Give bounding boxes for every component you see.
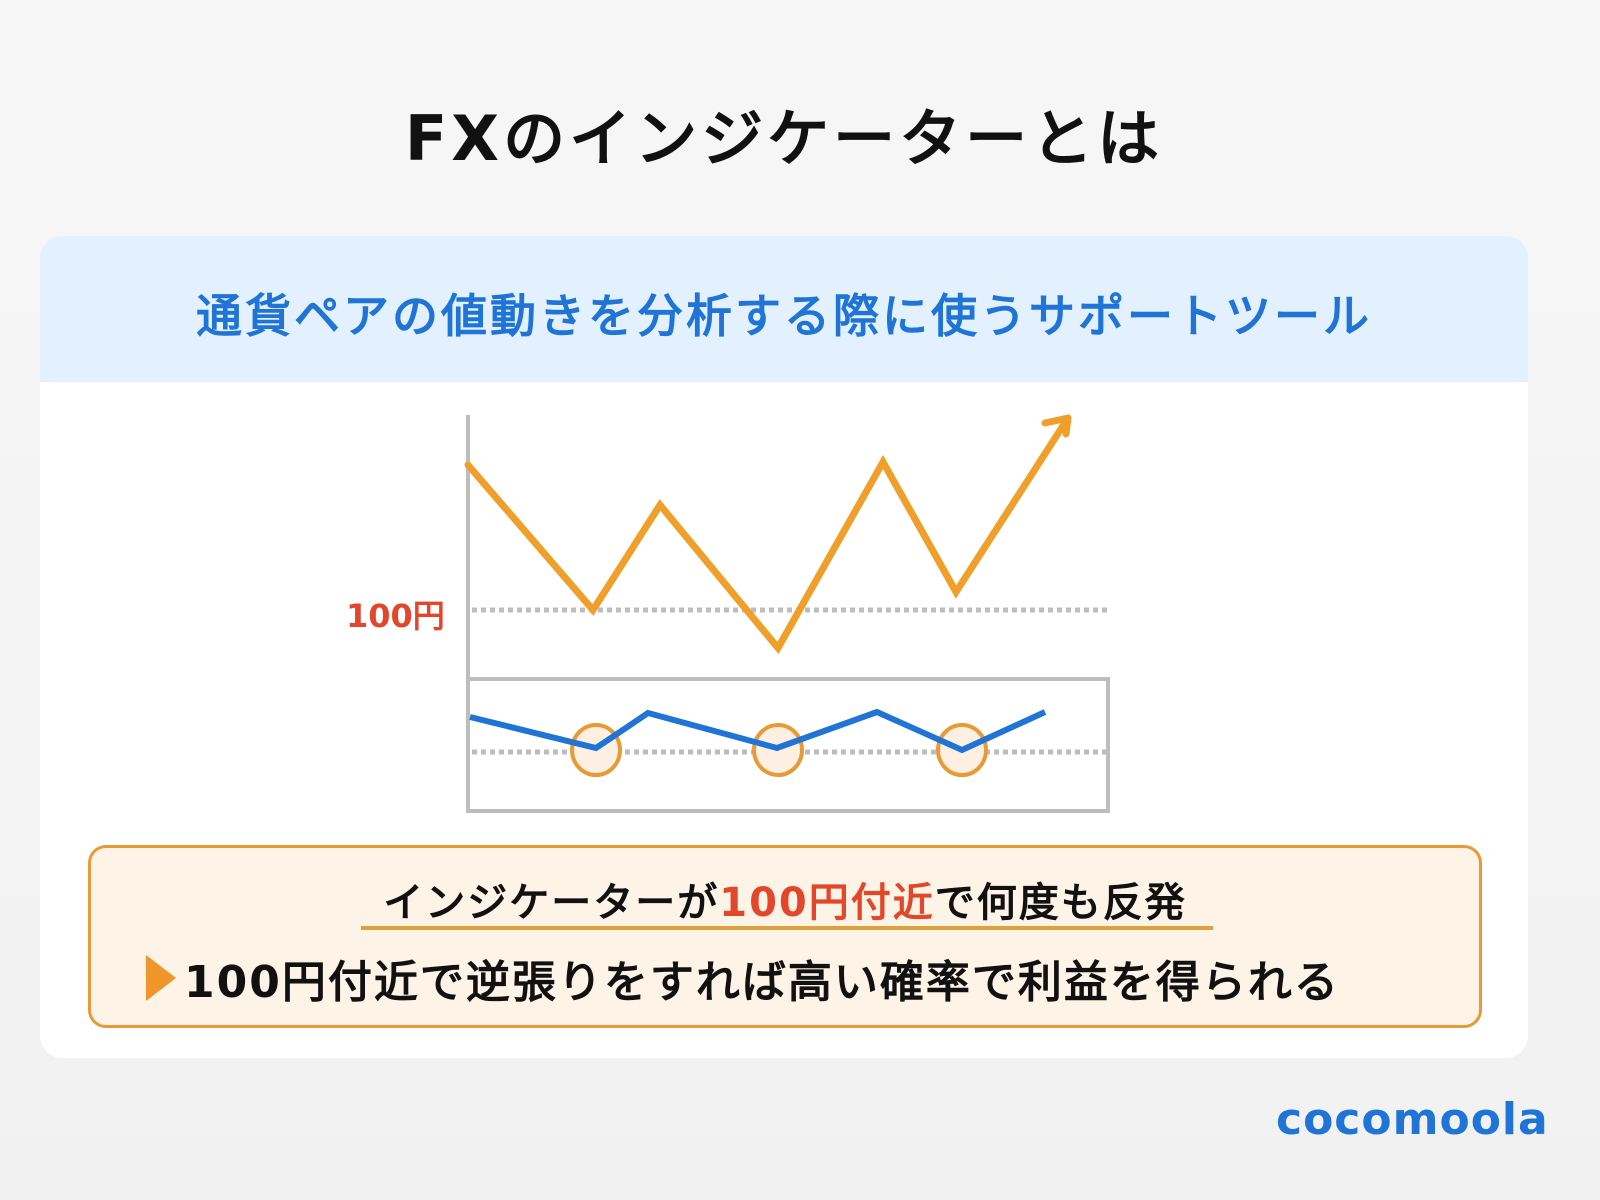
triangle-bullet-icon xyxy=(146,955,176,1001)
summary-box: インジケーターが100円付近で何度も反発 100円付近で逆張りをすれば高い確率で… xyxy=(88,845,1482,1028)
card-header: 通貨ペアの値動きを分析する際に使うサポートツール xyxy=(40,236,1528,382)
brand-logo: cocomoola xyxy=(1276,1094,1549,1145)
price-line xyxy=(464,414,1072,655)
summary-text: で何度も反発 xyxy=(934,880,1187,926)
page-title: FXのインジケーターとは xyxy=(404,102,1164,175)
arrow-head-icon xyxy=(1041,414,1072,438)
summary-text: インジケーターが xyxy=(383,880,720,926)
summary-line-1: インジケーターが100円付近で何度も反発 xyxy=(91,870,1479,928)
price-level-label: 100円 xyxy=(346,597,445,635)
conclusion-text: 100円付近で逆張りをすれば高い確率で利益を得られる xyxy=(184,957,1340,1008)
card-header-text: 通貨ペアの値動きを分析する際に使うサポートツール xyxy=(196,289,1372,343)
highlight-text: 100円付近 xyxy=(719,880,935,926)
indicator-line xyxy=(469,708,1047,754)
underline-divider xyxy=(361,926,1213,930)
summary-line-2: 100円付近で逆張りをすれば高い確率で利益を得られる xyxy=(146,946,1446,1010)
